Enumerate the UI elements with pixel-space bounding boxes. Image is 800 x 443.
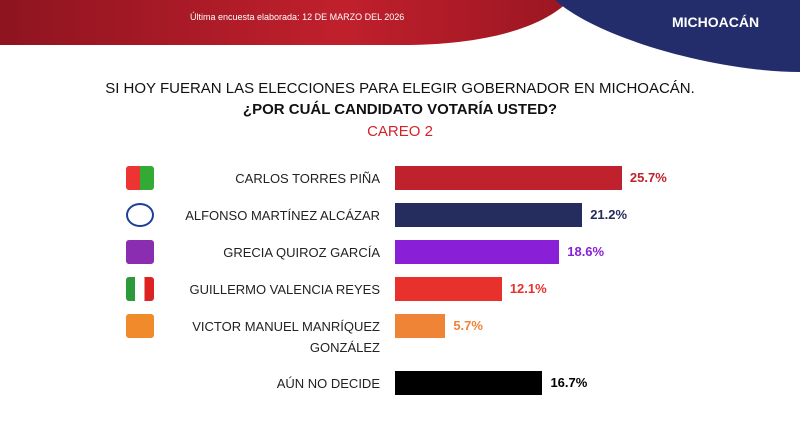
value-label: 18.6% — [567, 244, 605, 259]
value-label: 5.7% — [453, 318, 483, 333]
value-label: 12.1% — [509, 281, 547, 296]
chart-annotation: CAREO 2 — [367, 123, 433, 140]
category-label: GRECIA QUIROZ GARCÍA — [223, 245, 380, 260]
value-label: 16.7% — [550, 375, 588, 390]
header-shapes — [0, 0, 800, 72]
category-label: ALFONSO MARTÍNEZ ALCÁZAR — [185, 208, 380, 223]
bar — [395, 166, 622, 190]
blue-swoosh — [555, 0, 800, 72]
bar — [395, 314, 446, 338]
category-label: AÚN NO DECIDE — [276, 376, 380, 391]
value-label: 21.2% — [590, 207, 628, 222]
party-logo — [126, 314, 154, 338]
value-label: 25.7% — [629, 170, 667, 185]
header-note: Última encuesta elaborada: 12 DE MARZO D… — [190, 12, 405, 22]
chart-title: SI HOY FUERAN LAS ELECCIONES PARA ELEGIR… — [105, 80, 695, 97]
bar — [395, 240, 560, 264]
party-logo — [126, 240, 154, 264]
category-label: CARLOS TORRES PIÑA — [235, 171, 380, 186]
party-logo — [126, 203, 154, 227]
chart-subtitle: ¿POR CUÁL CANDIDATO VOTARÍA USTED? — [242, 101, 558, 118]
header-region: MICHOACÁN — [672, 14, 760, 30]
category-label: VICTOR MANUEL MANRÍQUEZ GONZÁLEZ — [192, 319, 380, 355]
party-logo — [126, 166, 154, 190]
category-label: GUILLERMO VALENCIA REYES — [189, 282, 381, 297]
party-logo — [126, 277, 154, 301]
bar — [395, 371, 543, 395]
bar — [395, 277, 502, 301]
red-swoosh — [0, 0, 570, 45]
bar — [395, 203, 583, 227]
